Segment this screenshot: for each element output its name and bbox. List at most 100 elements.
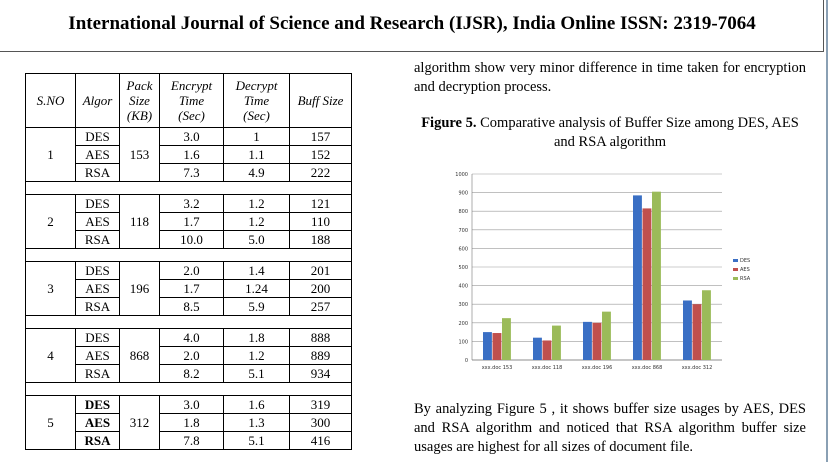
x-tick-label: xxx.doc 312 [682,365,713,371]
header-dec-line2: Time [243,93,270,108]
page-edge-rule [826,0,828,462]
cell-buff: 934 [289,364,352,383]
cell-algor: DES [75,395,120,414]
cell-buff: 257 [289,297,352,316]
bar-aes [642,208,652,360]
bar-des [533,337,542,360]
header-enc-line2: Time [178,93,205,108]
group-separator [25,181,352,195]
cell-algor: AES [75,212,120,231]
y-tick-label: 100 [458,339,468,345]
cell-dec: 1.6 [223,395,290,414]
cell-sno: 4 [25,328,76,383]
cell-sno: 5 [25,395,76,450]
legend-label-rsa: RSA [740,276,751,282]
cell-enc: 3.2 [159,194,224,213]
cell-algor: DES [75,328,120,347]
cell-dec: 1.2 [223,212,290,231]
x-tick-label: xxx.doc 153 [482,365,513,371]
group-separator [25,248,352,262]
cell-dec: 1.24 [223,279,290,298]
cell-sno: 2 [25,194,76,249]
cell-algor: DES [75,194,120,213]
cell-sno: 1 [25,127,76,182]
cell-buff: 888 [289,328,352,347]
cell-algor: AES [75,346,120,365]
cell-enc: 7.3 [159,163,224,182]
bar-rsa [652,191,661,360]
cell-dec: 4.9 [223,163,290,182]
results-table: S.NO Algor Pack Size (KB) Encrypt Time (… [25,73,352,450]
cell-pack: 118 [119,194,160,249]
legend-swatch-des [733,259,738,262]
cell-buff: 188 [289,230,352,249]
cell-algor: DES [75,127,120,146]
y-tick-label: 800 [458,209,468,215]
figure-caption: Figure 5. Comparative analysis of Buffer… [414,114,806,152]
cell-enc: 1.7 [159,279,224,298]
paragraph-bottom: By analyzing Figure 5 , it shows buffer … [414,401,806,455]
cell-enc: 1.7 [159,212,224,231]
buffer-size-chart: 0 100 200 300 400 500 600 700 800 900 1000 xxx.doc … [448,160,778,380]
group-separator [25,382,352,396]
cell-enc: 1.8 [159,413,224,432]
bar-aes [692,304,702,360]
header-algor: Algor [75,73,120,128]
bar-aes [592,322,602,360]
y-tick-label: 900 [458,191,468,197]
bar-des [483,332,492,360]
cell-enc: 2.0 [159,261,224,280]
y-tick-label: 700 [458,228,468,234]
bar-aes [492,333,502,360]
cell-buff: 319 [289,395,352,414]
bar-des [583,321,592,360]
figure-caption-text: Comparative analysis of Buffer Size amon… [476,115,799,150]
header-pack-line3: (KB) [126,108,153,123]
cell-buff: 300 [289,413,352,432]
header-pack-size: Pack Size (KB) [119,73,160,128]
cell-buff: 200 [289,279,352,298]
cell-dec: 1.3 [223,413,290,432]
header-pack-line2: Size [129,93,150,108]
legend-label-des: DES [740,258,750,264]
bar-rsa [702,290,711,360]
journal-header: International Journal of Science and Res… [0,0,824,52]
cell-algor: RSA [75,163,120,182]
cell-buff: 152 [289,145,352,164]
cell-dec: 1.4 [223,261,290,280]
header-dec-line3: (Sec) [243,108,270,123]
header-enc-line1: Encrypt [170,78,213,93]
bar-rsa [552,325,561,360]
cell-buff: 222 [289,163,352,182]
cell-dec: 1.1 [223,145,290,164]
cell-enc: 1.6 [159,145,224,164]
figure-label: Figure 5. [421,115,477,131]
cell-algor: DES [75,261,120,280]
header-buff-size: Buff Size [289,73,352,128]
cell-buff: 201 [289,261,352,280]
cell-algor: RSA [75,297,120,316]
cell-enc: 8.2 [159,364,224,383]
journal-title: International Journal of Science and Res… [68,13,756,34]
bar-des [633,195,642,360]
cell-pack: 312 [119,395,160,450]
paragraph-top: algorithm show very minor difference in … [414,60,806,95]
cell-algor: AES [75,145,120,164]
cell-algor: RSA [75,431,120,450]
cell-dec: 5.9 [223,297,290,316]
group-separator [25,315,352,329]
cell-dec: 1.2 [223,346,290,365]
cell-dec: 5.1 [223,364,290,383]
cell-enc: 4.0 [159,328,224,347]
cell-buff: 889 [289,346,352,365]
bar-aes [542,340,552,360]
header-sno: S.NO [25,73,76,128]
cell-algor: RSA [75,230,120,249]
cell-dec: 5.0 [223,230,290,249]
cell-dec: 5.1 [223,431,290,450]
header-pack-line1: Pack [126,78,153,93]
cell-dec: 1.8 [223,328,290,347]
cell-enc: 8.5 [159,297,224,316]
cell-enc: 7.8 [159,431,224,450]
legend-swatch-rsa [733,277,738,280]
